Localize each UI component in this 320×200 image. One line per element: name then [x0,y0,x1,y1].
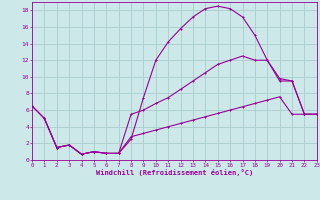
X-axis label: Windchill (Refroidissement éolien,°C): Windchill (Refroidissement éolien,°C) [96,169,253,176]
